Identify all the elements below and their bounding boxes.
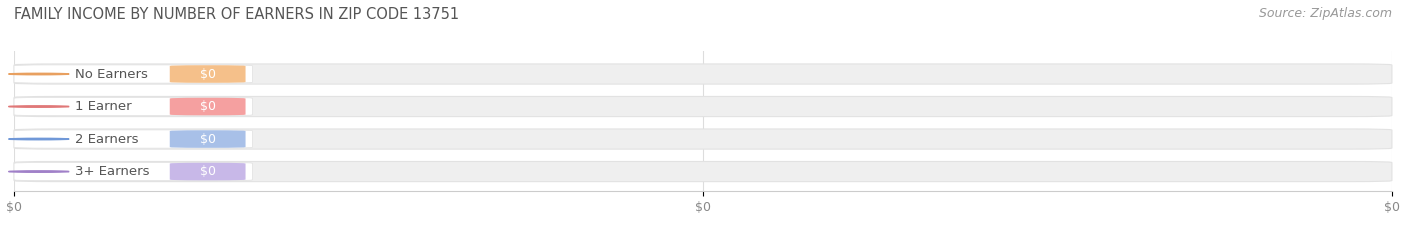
FancyBboxPatch shape xyxy=(170,65,246,83)
Circle shape xyxy=(8,171,69,172)
Text: 3+ Earners: 3+ Earners xyxy=(75,165,149,178)
Text: $0: $0 xyxy=(200,165,215,178)
Text: FAMILY INCOME BY NUMBER OF EARNERS IN ZIP CODE 13751: FAMILY INCOME BY NUMBER OF EARNERS IN ZI… xyxy=(14,7,460,22)
Text: No Earners: No Earners xyxy=(75,68,148,81)
FancyBboxPatch shape xyxy=(14,161,1392,182)
FancyBboxPatch shape xyxy=(14,65,253,83)
FancyBboxPatch shape xyxy=(170,98,246,115)
Text: $0: $0 xyxy=(200,133,215,146)
Text: 1 Earner: 1 Earner xyxy=(75,100,131,113)
Text: $0: $0 xyxy=(200,68,215,81)
Text: Source: ZipAtlas.com: Source: ZipAtlas.com xyxy=(1258,7,1392,20)
Circle shape xyxy=(8,106,69,107)
FancyBboxPatch shape xyxy=(14,97,253,116)
Circle shape xyxy=(8,138,69,140)
FancyBboxPatch shape xyxy=(14,64,1392,84)
FancyBboxPatch shape xyxy=(14,96,1392,116)
FancyBboxPatch shape xyxy=(170,163,246,180)
FancyBboxPatch shape xyxy=(170,130,246,148)
FancyBboxPatch shape xyxy=(14,130,253,148)
FancyBboxPatch shape xyxy=(14,162,253,181)
Text: 2 Earners: 2 Earners xyxy=(75,133,138,146)
Circle shape xyxy=(8,73,69,75)
Text: $0: $0 xyxy=(200,100,215,113)
FancyBboxPatch shape xyxy=(14,129,1392,149)
